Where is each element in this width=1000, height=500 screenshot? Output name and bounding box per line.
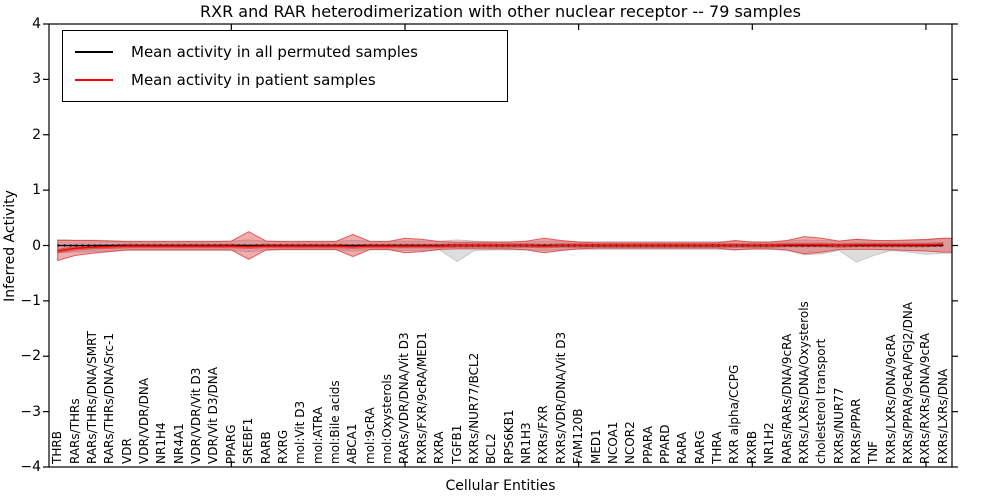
legend: Mean activity in all permuted samples Me… [62, 30, 508, 102]
x-category-label: PPARG [223, 424, 238, 464]
x-category-label: TNF [866, 440, 881, 464]
x-category-label: THRB [50, 431, 65, 464]
y-tick-label: −1 [20, 292, 41, 309]
y-tick-label: 2 [32, 126, 41, 143]
x-category-label: RXRs/RXRs/DNA/9cRA [918, 332, 933, 464]
x-category-label: RXRs/NUR77/BCL2 [466, 352, 481, 464]
x-category-label: NR4A1 [171, 423, 186, 464]
legend-item-patient: Mean activity in patient samples [75, 66, 495, 94]
x-category-label: mol:Vit D3 [293, 400, 308, 464]
x-category-label: RXRs/FXR/9cRA/MED1 [414, 332, 429, 464]
x-category-label: VDR/Vit D3/DNA [206, 367, 221, 464]
x-category-label: ABCA1 [345, 423, 360, 464]
x-category-label: NCOA1 [605, 421, 620, 464]
legend-label-patient: Mean activity in patient samples [131, 71, 376, 89]
x-category-label: RARs/RARs/DNA/9cRA [779, 333, 794, 464]
x-category-label: RXRs/LXRs/DNA [935, 368, 950, 464]
x-category-label: RXRB [744, 430, 759, 464]
x-category-label: cholesterol transport [814, 338, 829, 464]
x-category-label: mol:Bile acids [328, 380, 343, 464]
x-category-label: RXRs/LXRs/DNA/Oxysterols [796, 301, 811, 464]
x-category-label: RXRs/NUR77 [831, 387, 846, 464]
y-tick-label: 4 [32, 16, 41, 32]
x-category-label: RXRG [275, 429, 290, 464]
y-tick-label: 3 [32, 71, 41, 88]
x-category-label: RARG [692, 430, 707, 464]
patient-mean-line [57, 243, 944, 252]
x-category-label: VDR/VDR/Vit D3 [189, 367, 204, 464]
y-tick-label: −3 [20, 403, 41, 420]
x-category-label: RXRs/FXR [536, 405, 551, 464]
x-category-label: RXRs/VDR/DNA/Vit D3 [553, 331, 568, 464]
x-axis-label: Cellular Entities [445, 478, 556, 494]
x-category-label: TGFB1 [449, 424, 464, 464]
x-category-label: RXRA [432, 431, 447, 464]
x-category-label: RARB [258, 431, 273, 464]
x-category-label: NR1H4 [154, 422, 169, 464]
x-category-label: MED1 [588, 429, 603, 464]
x-category-label: RXRs/LXRs/DNA/9cRA [883, 334, 898, 465]
x-category-label: NR1H3 [519, 422, 534, 464]
x-category-label: NCOR2 [623, 421, 638, 464]
black-line-swatch-icon [75, 51, 113, 53]
x-category-label: RXRs/PPAR/9cRA/PGJ2/DNA [901, 302, 916, 464]
x-category-label: THRA [710, 431, 725, 464]
x-category-label: RARs/THRs/DNA/SMRT [84, 331, 99, 464]
legend-item-permuted: Mean activity in all permuted samples [75, 38, 495, 66]
x-category-label: BCL2 [484, 433, 499, 464]
x-category-label: VDR/VDR/DNA [137, 377, 151, 464]
x-category-label: RARs/THRs/DNA/Src-1 [102, 333, 117, 464]
y-tick-label: −4 [20, 459, 41, 475]
x-category-label: PPARD [657, 424, 672, 465]
x-category-label: RARs/VDR/DNA/Vit D3 [397, 332, 412, 464]
x-category-label: mol:9cRA [362, 407, 377, 464]
x-category-label: mol:ATRA [310, 406, 325, 464]
legend-label-permuted: Mean activity in all permuted samples [131, 43, 418, 61]
x-category-label: mol:Oxysterols [380, 374, 395, 464]
red-line-swatch-icon [75, 79, 113, 81]
x-category-label: NR1H2 [762, 422, 777, 464]
chart-title: RXR and RAR heterodimerization with othe… [200, 2, 801, 21]
y-tick-label: 1 [32, 182, 41, 199]
x-category-label: VDR [119, 438, 134, 464]
x-category-label: SREBF1 [241, 417, 256, 464]
x-category-label: RARs/THRs [67, 398, 82, 464]
x-category-label: RXR alpha/CCPG [727, 364, 742, 464]
x-category-label: FAM120B [571, 408, 586, 465]
x-category-label: RPS6KB1 [501, 409, 516, 464]
x-category-label: RXRs/PPAR [848, 398, 863, 464]
x-category-label: PPARA [640, 426, 655, 464]
y-tick-label: −2 [20, 348, 41, 365]
y-tick-label: 0 [32, 237, 41, 254]
x-category-label: RARA [675, 431, 690, 464]
